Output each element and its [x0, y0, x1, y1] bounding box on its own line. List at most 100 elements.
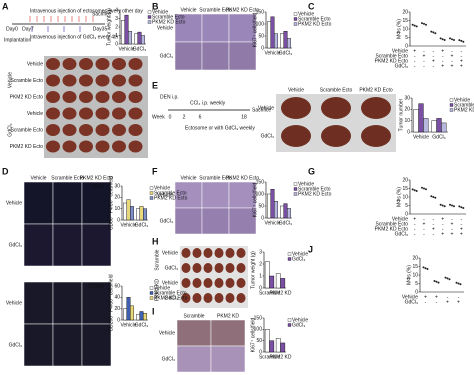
sign: -	[451, 216, 453, 222]
liver	[112, 74, 126, 87]
y-tick-label: 150	[256, 9, 265, 15]
x-tick-label: GdCl₃	[133, 46, 146, 52]
bar	[287, 38, 291, 49]
bar	[275, 338, 281, 353]
y-tick-label: 0	[405, 211, 408, 217]
liver	[79, 74, 93, 87]
data-point	[453, 205, 455, 208]
sign: +	[432, 58, 435, 64]
liver	[79, 124, 93, 136]
legend-label: Vehicle	[292, 251, 308, 257]
label: GdCl₃	[165, 265, 178, 271]
y-tick-label: 100	[256, 191, 265, 197]
label: Vehicle	[157, 192, 173, 198]
panel-label: A	[2, 1, 9, 11]
sign: +	[435, 294, 438, 300]
bar	[280, 33, 284, 49]
legend-label: Vehicle	[154, 185, 170, 191]
y-tick-label: 0	[259, 349, 262, 355]
image-tile	[176, 345, 212, 373]
y-tick-label: 60	[114, 283, 120, 289]
legend-swatch	[293, 187, 298, 191]
sign: -	[451, 48, 453, 54]
legend-label: Scramble Ecto	[152, 14, 185, 20]
label: GdCl₃	[165, 295, 178, 301]
label: Ectosome or with GdCl₃ weekly	[185, 125, 255, 131]
sign: -	[432, 53, 434, 59]
sign: +	[423, 53, 426, 59]
sign: -	[423, 231, 425, 237]
label: Intravenous injection of ectosomes every…	[30, 8, 143, 14]
label: Scramble	[154, 249, 160, 270]
sign: +	[460, 58, 463, 64]
liver	[181, 248, 191, 258]
label: 18	[241, 114, 247, 120]
sign: +	[460, 231, 463, 237]
sign: -	[451, 58, 453, 64]
sign: -	[432, 216, 434, 222]
liver	[203, 263, 213, 273]
legend-label: Scramble Ecto	[454, 102, 474, 108]
sign: +	[413, 48, 416, 54]
liver	[181, 293, 191, 303]
sign: +	[423, 221, 426, 227]
sign: +	[441, 63, 444, 69]
legend-swatch	[149, 186, 154, 190]
bar	[274, 33, 278, 49]
legend-swatch	[293, 182, 298, 186]
label: Vehicle	[27, 111, 43, 117]
y-tick-label: 0	[117, 217, 120, 223]
y-axis-label: Ki67⁺ cells/field	[250, 317, 256, 352]
bar	[130, 305, 134, 321]
data-point	[415, 190, 418, 192]
data-point	[444, 276, 447, 279]
liver	[321, 125, 351, 147]
y-tick-label: 20	[114, 195, 120, 201]
liver	[95, 58, 110, 70]
data-point	[421, 186, 423, 189]
liver	[192, 293, 202, 303]
data-point	[413, 24, 416, 27]
bar	[143, 313, 147, 321]
liver	[192, 263, 202, 273]
image-tile	[174, 207, 203, 235]
legend-label: Vehicle	[152, 9, 168, 15]
label: CCl₄ i.p. weekly	[190, 100, 226, 106]
sign: -	[414, 231, 416, 237]
label: Scramble Ecto	[199, 175, 232, 181]
legend-swatch	[449, 103, 454, 107]
label: CD86	[91, 183, 104, 189]
liver	[46, 74, 60, 87]
label: Vehicle	[162, 280, 178, 286]
y-tick-label: 50	[258, 203, 264, 209]
sign: -	[423, 63, 425, 69]
sign: +	[451, 231, 454, 237]
data-point	[448, 278, 451, 281]
sign: +	[432, 226, 435, 232]
liver	[95, 124, 110, 136]
sign: -	[432, 48, 434, 54]
label: PKM2 KD Ecto	[80, 175, 114, 181]
sign: +	[457, 299, 460, 305]
label: Scramble Ecto	[320, 87, 353, 93]
panel-label: I	[152, 306, 155, 316]
liver	[79, 58, 93, 70]
y-tick-label: 5	[405, 35, 408, 41]
y-tick-label: 150	[256, 179, 265, 185]
bar	[267, 193, 271, 219]
label: Sacrifice	[92, 11, 111, 17]
sign: +	[441, 216, 444, 222]
legend-label: Vehicle	[454, 97, 470, 103]
data-point	[422, 266, 425, 269]
liver	[203, 278, 213, 288]
bar	[423, 118, 429, 133]
sign: +	[451, 53, 454, 59]
sign: +	[451, 63, 454, 69]
image-tile	[81, 323, 112, 367]
y-tick-label: 10	[402, 26, 408, 32]
data-point	[443, 39, 446, 41]
legend-swatch	[147, 15, 152, 19]
liver	[46, 107, 60, 120]
liver	[62, 107, 77, 120]
legend-label: PKM2 KD Ecto	[454, 107, 474, 113]
